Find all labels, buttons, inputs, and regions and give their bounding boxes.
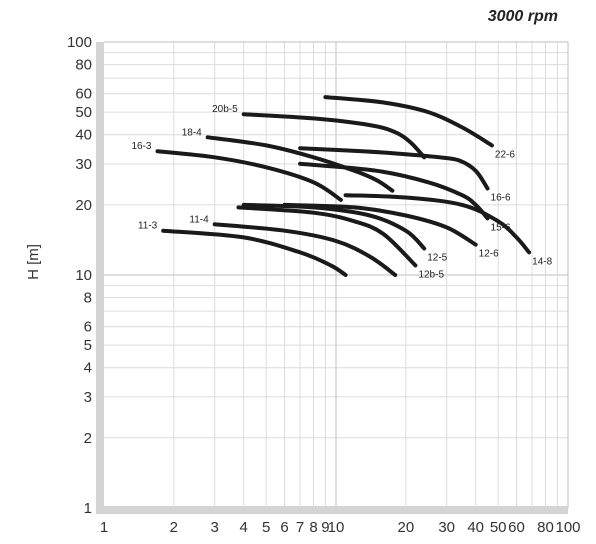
y-tick-label: 2 [84,430,92,447]
curve-label-12b-5: 12b-5 [418,269,444,280]
pump-curve-18-4 [205,135,395,193]
y-tick-label: 60 [75,86,92,103]
curve-label-15-6: 15-6 [491,222,511,233]
pump-curve-22-6 [323,95,494,148]
y-axis-label: H [m] [25,244,42,280]
y-tick-label: 1 [84,500,92,517]
x-tick-label: 100 [555,519,580,536]
x-tick-label: 8 [309,519,317,536]
x-tick-label: 30 [438,519,455,536]
y-tick-label: 20 [75,197,92,214]
y-tick-label: 6 [84,319,92,336]
curve-label-14-8: 14-8 [532,256,552,267]
y-tick-label: 3 [84,389,92,406]
y-tick-label: 50 [75,104,92,121]
pump-curve-12b-5 [236,205,418,268]
pump-curve-12-6 [282,202,478,247]
pump-curve-16-6 [298,146,490,191]
pump-curves [155,95,532,277]
x-tick-label: 80 [537,519,554,536]
grid [104,41,569,508]
x-tick-label: 50 [490,519,507,536]
pump-curve-11-4 [212,222,398,277]
x-tick-label: 20 [397,519,414,536]
curve-label-16-6: 16-6 [491,193,511,204]
y-tick-label: 5 [84,337,92,354]
x-tick-label: 9 [321,519,329,536]
curve-label-20b-5: 20b-5 [212,104,238,115]
pump-curve-16-3 [155,149,343,202]
curve-label-12-6: 12-6 [479,249,499,260]
x-tick-label: 6 [280,519,288,536]
curve-label-11-3: 11-3 [138,221,158,232]
curve-label-16-3: 16-3 [131,141,151,152]
x-tick-label: 10 [328,519,345,536]
x-tick-label: 1 [100,519,108,536]
pump-curve-11-3 [161,228,348,277]
curve-label-12-5: 12-5 [427,252,447,263]
y-tick-label: 100 [67,34,92,51]
y-tick-label: 10 [75,267,92,284]
x-tick-label: 40 [467,519,484,536]
x-tick-labels: 1 2 3 4 5 6 7 8 910 20 30 40 50 60 80 100 [100,519,581,536]
curve-label-11-4: 11-4 [189,214,209,225]
pump-curve-12-5 [241,202,427,251]
y-tick-label: 80 [75,57,92,74]
speed-label: 3000 rpm [487,8,558,25]
y-tick-label: 8 [84,290,92,307]
x-tick-label: 60 [508,519,525,536]
y-axis-bar [96,42,104,514]
x-tick-label: 4 [240,519,248,536]
pump-curve-14-8 [343,193,532,255]
x-tick-label: 3 [211,519,219,536]
pump-curve-20b-5 [241,112,427,160]
curve-labels: 22-6 20b-5 18-4 16-3 16-6 15-6 14-8 12-6 12-5 12b… [131,104,552,280]
x-axis-bar [96,506,568,514]
pump-curve-15-6 [298,161,490,221]
x-tick-label: 7 [296,519,304,536]
y-tick-label: 40 [75,127,92,144]
y-tick-label: 4 [84,360,92,377]
curve-label-18-4: 18-4 [182,127,202,138]
curve-label-22-6: 22-6 [495,149,515,160]
x-tick-label: 5 [262,519,270,536]
x-tick-label: 2 [170,519,178,536]
y-tick-label: 30 [75,156,92,173]
